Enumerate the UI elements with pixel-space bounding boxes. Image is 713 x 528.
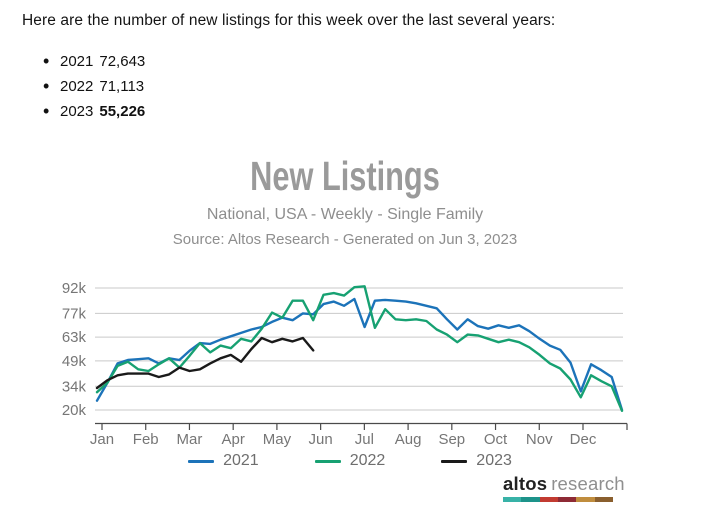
bullet-year: 2022 bbox=[60, 78, 94, 95]
y-axis-tick-label: 34k bbox=[62, 378, 87, 395]
bullet-year: 2021 bbox=[60, 53, 94, 70]
logo-bar-segment bbox=[539, 497, 558, 502]
logo-bar-segment bbox=[521, 497, 540, 502]
legend-item-2021: 2021 bbox=[188, 452, 259, 470]
list-item-2023: 2023 55,226 bbox=[43, 99, 146, 124]
listings-summary-list: 2021 72,643 2022 71,113 2023 55,226 bbox=[43, 49, 146, 124]
x-axis-tick-label: Aug bbox=[395, 431, 422, 448]
logo-bar-segment bbox=[576, 497, 595, 502]
chart-subtitle: National, USA - Weekly - Single Family bbox=[206, 206, 484, 223]
x-axis-tick-label: May bbox=[263, 431, 292, 448]
x-axis-tick-label: Feb bbox=[133, 431, 159, 448]
x-axis-tick-label: Dec bbox=[570, 431, 597, 448]
bullet-value: 71,113 bbox=[99, 78, 145, 95]
chart-title: New Listings bbox=[250, 153, 440, 199]
bullet-value: 55,226 bbox=[99, 103, 146, 120]
y-axis-tick-label: 63k bbox=[62, 329, 87, 346]
legend-line-swatch-2023 bbox=[441, 459, 468, 463]
y-axis-tick-label: 92k bbox=[62, 280, 87, 297]
list-item-2021: 2021 72,643 bbox=[43, 49, 146, 74]
x-axis-tick-label: Nov bbox=[526, 431, 553, 448]
x-axis-tick-label: Sep bbox=[438, 431, 465, 448]
x-axis-tick-label: Mar bbox=[177, 431, 203, 448]
legend-line-swatch-2021 bbox=[188, 459, 215, 463]
altos-research-logo: altos research bbox=[503, 473, 625, 502]
logo-brand-bold: altos bbox=[503, 473, 548, 494]
x-axis-tick-label: Jul bbox=[355, 431, 374, 448]
x-axis-tick-label: Oct bbox=[484, 431, 508, 448]
x-axis-tick-label: Apr bbox=[222, 431, 245, 448]
legend-item-2023: 2023 bbox=[441, 452, 512, 470]
series-line-2023 bbox=[95, 336, 315, 390]
logo-bar-segment bbox=[557, 497, 577, 502]
intro-text: Here are the number of new listings for … bbox=[22, 12, 556, 29]
legend-line-swatch-2022 bbox=[314, 459, 341, 463]
series-line-2022 bbox=[95, 285, 624, 412]
list-item-2022: 2022 71,113 bbox=[43, 74, 145, 99]
x-axis-tick-label: Jan bbox=[90, 431, 114, 448]
y-axis-tick-label: 77k bbox=[62, 305, 87, 322]
logo-color-bar bbox=[503, 497, 613, 502]
logo-bar-segment bbox=[594, 497, 613, 502]
legend-label: 2022 bbox=[349, 452, 386, 469]
logo-bar-segment bbox=[503, 497, 522, 502]
chart-legend: 2021 2022 2023 bbox=[0, 452, 700, 470]
legend-item-2022: 2022 bbox=[314, 452, 386, 470]
legend-label: 2021 bbox=[223, 452, 259, 469]
series-line-2021 bbox=[95, 297, 624, 412]
legend-label: 2023 bbox=[476, 452, 512, 469]
y-axis-tick-label: 49k bbox=[62, 353, 87, 370]
chart-source-line: Source: Altos Research - Generated on Ju… bbox=[172, 231, 518, 248]
x-axis-tick-label: Jun bbox=[309, 431, 333, 448]
bullet-year: 2023 bbox=[60, 103, 94, 120]
chart-header: New Listings National, USA - Weekly - Si… bbox=[30, 153, 660, 249]
logo-wordmark: altos research bbox=[503, 473, 625, 495]
logo-brand-light: research bbox=[551, 473, 625, 494]
bullet-value: 72,643 bbox=[99, 53, 146, 70]
y-axis-tick-label: 20k bbox=[62, 402, 87, 419]
